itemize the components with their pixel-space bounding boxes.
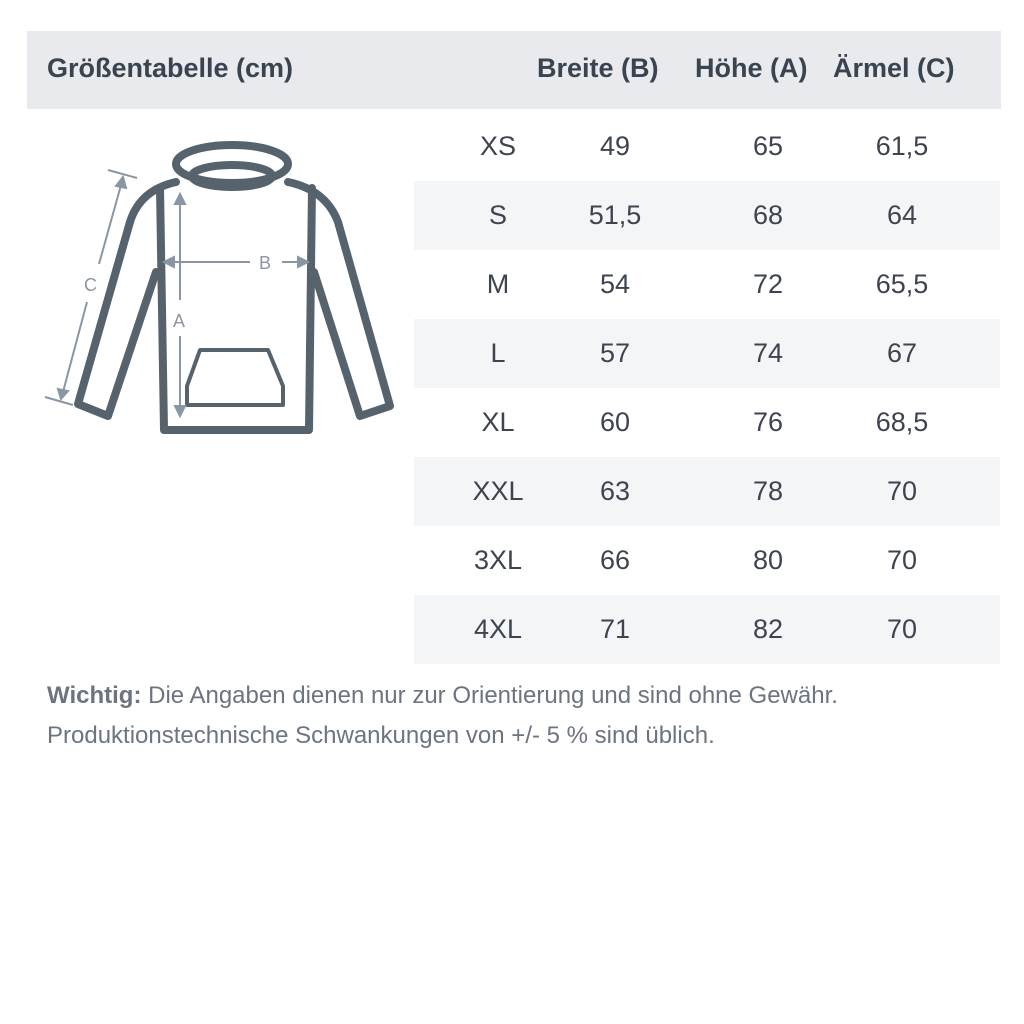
breite-cell: 51,5 <box>588 200 642 230</box>
pocket <box>185 348 285 407</box>
column-header-breite: Breite (B) <box>537 53 659 83</box>
hoehe-cell: 80 <box>752 545 784 575</box>
aermel-cell: 70 <box>886 545 918 575</box>
size-cell: 3XL <box>473 545 523 575</box>
column-header-hoehe: Höhe (A) <box>695 53 808 83</box>
size-cell: S <box>488 200 507 230</box>
aermel-cell: 70 <box>886 476 918 506</box>
aermel-cell: 67 <box>886 338 918 368</box>
breite-cell: 49 <box>599 131 631 161</box>
breite-cell: 71 <box>599 614 631 644</box>
size-cell: XXL <box>472 476 524 506</box>
aermel-cell: 70 <box>886 614 918 644</box>
hoehe-cell: 68 <box>752 200 784 230</box>
size-cell: 4XL <box>473 614 523 644</box>
table-header: Größentabelle (cm) Breite (B) Höhe (A) Ä… <box>27 31 1001 109</box>
aermel-cell: 64 <box>886 200 918 230</box>
size-cell: XL <box>481 407 515 437</box>
page-title: Größentabelle (cm) <box>47 53 294 83</box>
table-row: L 57 74 67 <box>414 319 1000 388</box>
hoodie-diagram: A B C <box>44 141 394 434</box>
left-sleeve <box>74 178 180 420</box>
table-row: XS 49 65 61,5 <box>414 112 1000 181</box>
note-line-2: Produktionstechnische Schwankungen von +… <box>47 722 715 749</box>
size-cell: L <box>490 338 506 368</box>
breite-cell: 54 <box>599 269 631 299</box>
body-outline <box>156 184 316 434</box>
hoehe-cell: 74 <box>752 338 784 368</box>
hoehe-cell: 72 <box>752 269 784 299</box>
hood-inner <box>188 161 276 191</box>
aermel-cell: 68,5 <box>875 407 929 437</box>
aermel-cell: 61,5 <box>875 131 929 161</box>
breite-cell: 63 <box>599 476 631 506</box>
hoehe-cell: 76 <box>752 407 784 437</box>
label-a: A <box>173 311 185 331</box>
note-bold-label: Wichtig: <box>47 682 142 709</box>
hoehe-cell: 65 <box>752 131 784 161</box>
table-row: XXL 63 78 70 <box>414 457 1000 526</box>
size-table: XS 49 65 61,5 S 51,5 68 64 M 54 72 65,5 L 57 74 67 X… <box>414 112 1000 664</box>
table-row: M 54 72 65,5 <box>414 250 1000 319</box>
table-row: S 51,5 68 64 <box>414 181 1000 250</box>
aermel-cell: 65,5 <box>875 269 929 299</box>
breite-cell: 57 <box>599 338 631 368</box>
size-cell: XS <box>479 131 517 161</box>
note-line-1: Die Angaben dienen nur zur Orientierung … <box>141 682 838 709</box>
column-header-aermel: Ärmel (C) <box>833 53 955 83</box>
breite-cell: 60 <box>599 407 631 437</box>
disclaimer-note: Wichtig: Die Angaben dienen nur zur Orie… <box>47 676 838 756</box>
table-row: 4XL 71 82 70 <box>414 595 1000 664</box>
right-sleeve <box>284 178 394 420</box>
label-b: B <box>259 253 271 273</box>
hoehe-cell: 82 <box>752 614 784 644</box>
label-c: C <box>84 275 97 295</box>
table-row: XL 60 76 68,5 <box>414 388 1000 457</box>
hoehe-cell: 78 <box>752 476 784 506</box>
size-cell: M <box>486 269 510 299</box>
table-row: 3XL 66 80 70 <box>414 526 1000 595</box>
breite-cell: 66 <box>599 545 631 575</box>
